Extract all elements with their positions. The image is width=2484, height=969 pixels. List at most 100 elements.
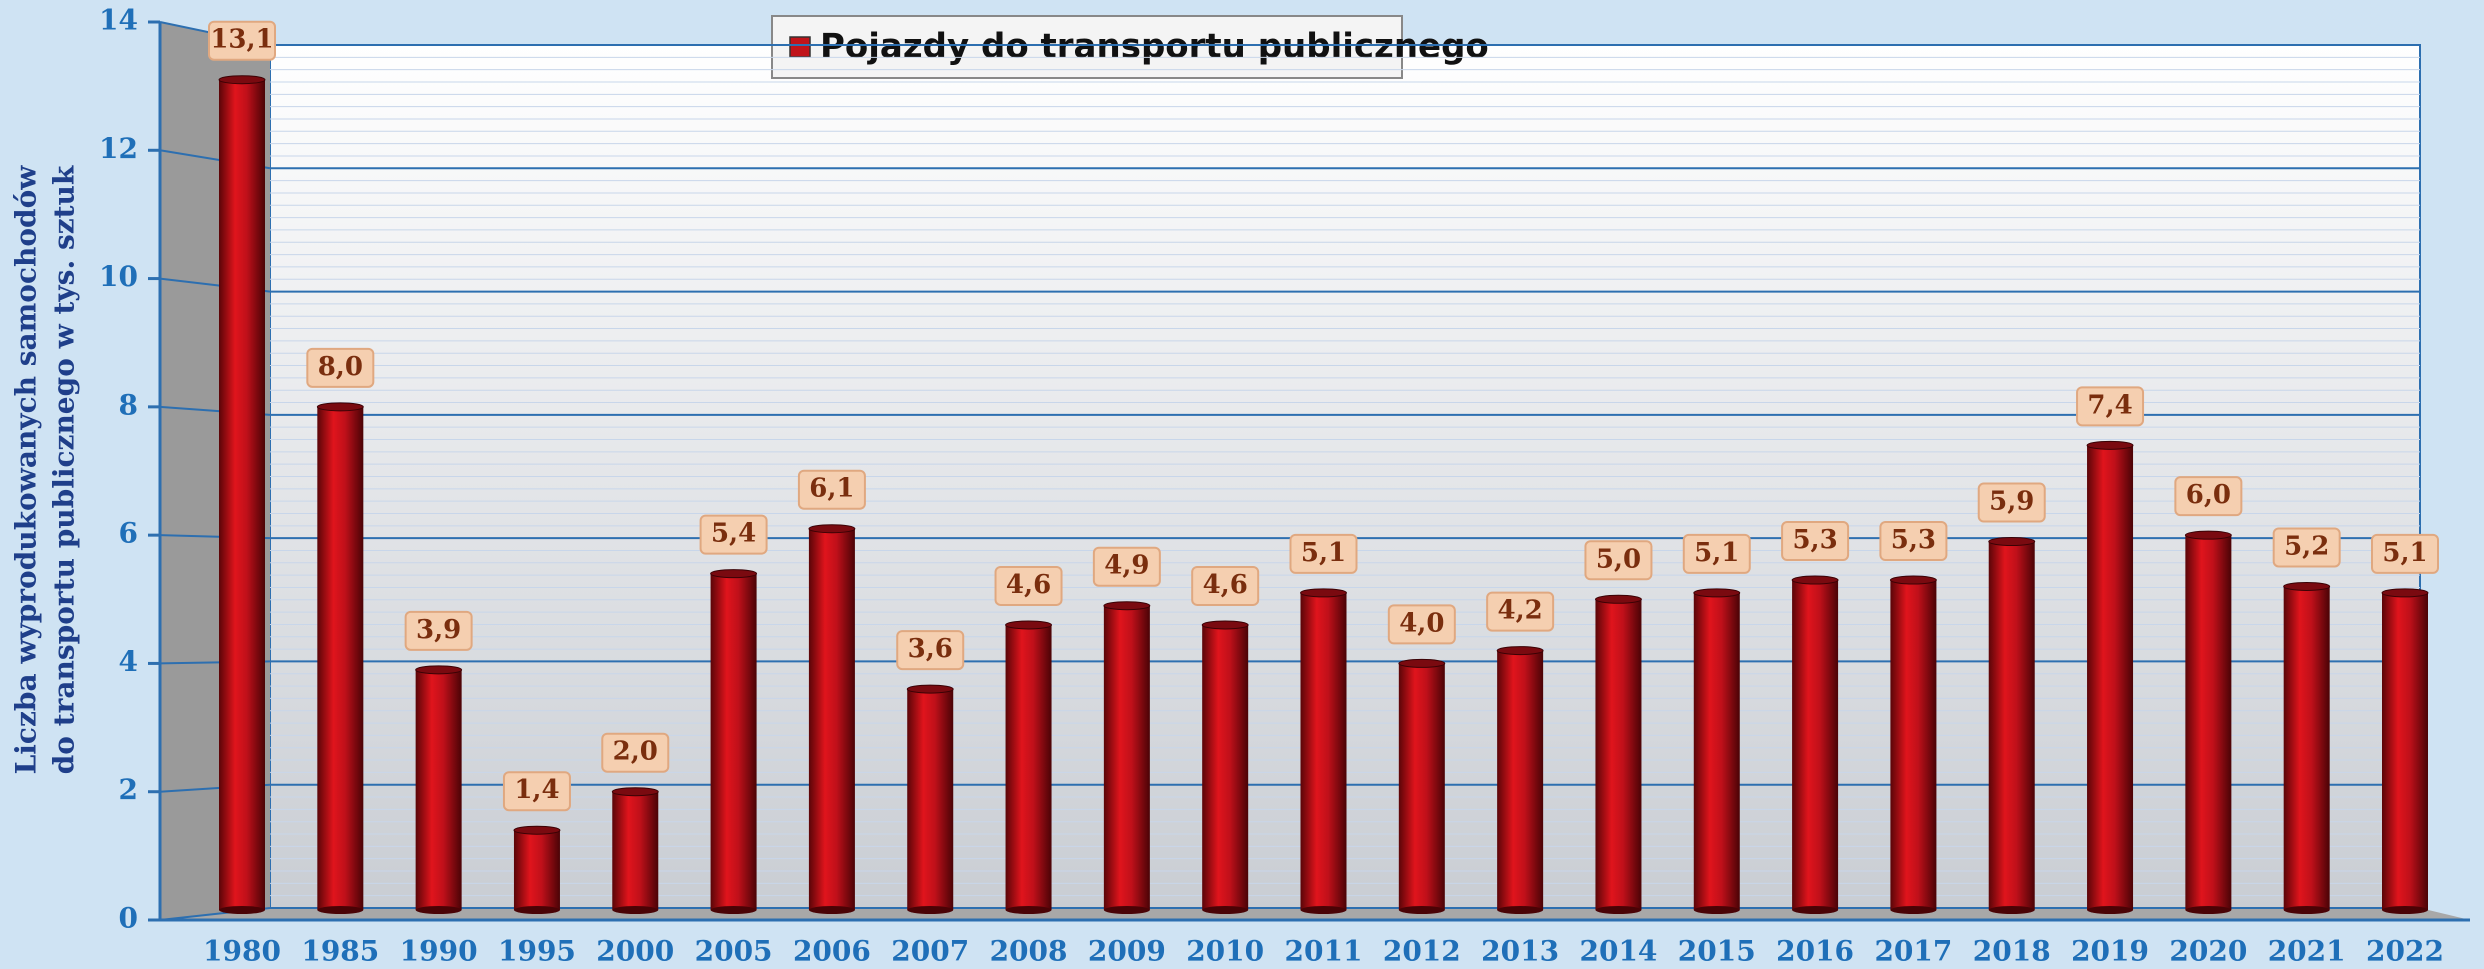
value-label-box [502, 771, 571, 812]
x-tick-label: 2015 [1678, 935, 1756, 968]
bar [317, 406, 364, 910]
bar [1988, 541, 2035, 910]
bar-top [710, 569, 758, 579]
value-label: 1,4 [514, 775, 559, 805]
value-label-box [404, 610, 473, 651]
value-label-box [2272, 527, 2341, 568]
value-label: 4,2 [1498, 596, 1543, 626]
bar-top [316, 402, 364, 412]
value-label: 3,6 [908, 634, 953, 664]
value-label: 5,3 [1891, 525, 1936, 555]
value-label-box [896, 630, 965, 671]
bar-base [2185, 906, 2232, 914]
x-tick-label: 2009 [1088, 935, 1166, 968]
x-tick-label: 2018 [1973, 935, 2051, 968]
bar [219, 79, 265, 910]
bar-base [1103, 906, 1150, 914]
value-label: 6,0 [2186, 480, 2231, 510]
value-label: 5,9 [1989, 487, 2034, 517]
bar-base [808, 906, 855, 914]
bar [415, 669, 462, 910]
bar-base [1202, 906, 1249, 914]
bar-base [513, 906, 560, 914]
x-tick-label: 2012 [1383, 935, 1461, 968]
bar [1300, 592, 1347, 910]
bar [907, 689, 954, 910]
bar-base [1300, 906, 1347, 914]
x-tick-label: 2014 [1579, 935, 1657, 968]
y-tick-label: 2 [119, 773, 138, 806]
bar-base [907, 906, 954, 914]
value-label: 7,4 [2087, 390, 2132, 420]
x-tick-label: 1980 [203, 935, 281, 968]
value-label-box [601, 732, 670, 773]
bar-top [1594, 594, 1642, 604]
value-label: 2,0 [613, 737, 658, 767]
bar-top [906, 684, 954, 694]
x-tick-label: 2008 [990, 935, 1068, 968]
x-tick-label: 2021 [2268, 935, 2346, 968]
legend: Pojazdy do transportu publicznego [771, 15, 1489, 79]
value-label: 8,0 [318, 352, 363, 382]
bar [1890, 580, 1937, 910]
x-tick-label: 2011 [1285, 935, 1363, 968]
bar-base [317, 906, 364, 914]
bar-base [1398, 906, 1445, 914]
bar [1103, 605, 1150, 910]
bar-base [219, 906, 265, 914]
bar-top [513, 825, 561, 835]
bar [1595, 599, 1642, 910]
value-label-box [1486, 591, 1555, 632]
value-label: 5,2 [2284, 531, 2329, 561]
x-tick-label: 1995 [498, 935, 576, 968]
legend-box [771, 15, 1403, 79]
value-label-box [306, 347, 375, 388]
bar [1792, 580, 1839, 910]
value-label: 5,1 [2382, 538, 2427, 568]
value-label: 13,1 [210, 25, 273, 55]
bar-top [1300, 588, 1347, 598]
x-tick-label: 2019 [2071, 935, 2149, 968]
bar-base [2087, 906, 2134, 914]
value-label: 5,0 [1596, 544, 1641, 574]
value-label-box [699, 514, 768, 555]
y-tick-label: 12 [99, 132, 138, 165]
value-label-box [1289, 533, 1358, 574]
x-tick-label: 2017 [1874, 935, 1952, 968]
value-label: 5,3 [1792, 525, 1837, 555]
value-label: 5,4 [711, 519, 756, 549]
value-label-box [1682, 533, 1751, 574]
x-tick-label: 2016 [1776, 935, 1854, 968]
y-tick-label: 4 [119, 645, 138, 678]
bar-base [1792, 906, 1839, 914]
bar-top [1103, 601, 1151, 611]
value-label: 4,6 [1006, 570, 1051, 600]
legend-label: Pojazdy do transportu publicznego [820, 27, 1489, 67]
value-label-box [1092, 546, 1161, 587]
value-label-box [994, 565, 1063, 606]
bar-base [1005, 906, 1052, 914]
y-axis-label: do transportu publicznego w tys. sztuk [48, 165, 81, 774]
y-tick-label: 8 [119, 388, 138, 421]
value-label-box [2174, 476, 2243, 517]
bar-top [1201, 620, 1249, 630]
bar [710, 573, 757, 910]
bar-base [1595, 906, 1642, 914]
y-tick-label: 10 [99, 260, 138, 293]
bar [1005, 624, 1052, 910]
value-label-box [1191, 565, 1260, 606]
bar-base [415, 906, 462, 914]
x-tick-label: 2006 [793, 935, 871, 968]
legend-swatch [789, 36, 811, 58]
bar-top [808, 524, 856, 534]
bar-base [2382, 906, 2428, 914]
y-tick-label: 14 [99, 4, 138, 37]
bar-top [1791, 575, 1839, 585]
bar-base [710, 906, 757, 914]
value-label: 4,6 [1203, 570, 1248, 600]
value-label: 5,1 [1301, 538, 1346, 568]
bar-top [1988, 537, 2036, 547]
value-label-box [208, 20, 276, 61]
value-label-box [1977, 482, 2046, 523]
